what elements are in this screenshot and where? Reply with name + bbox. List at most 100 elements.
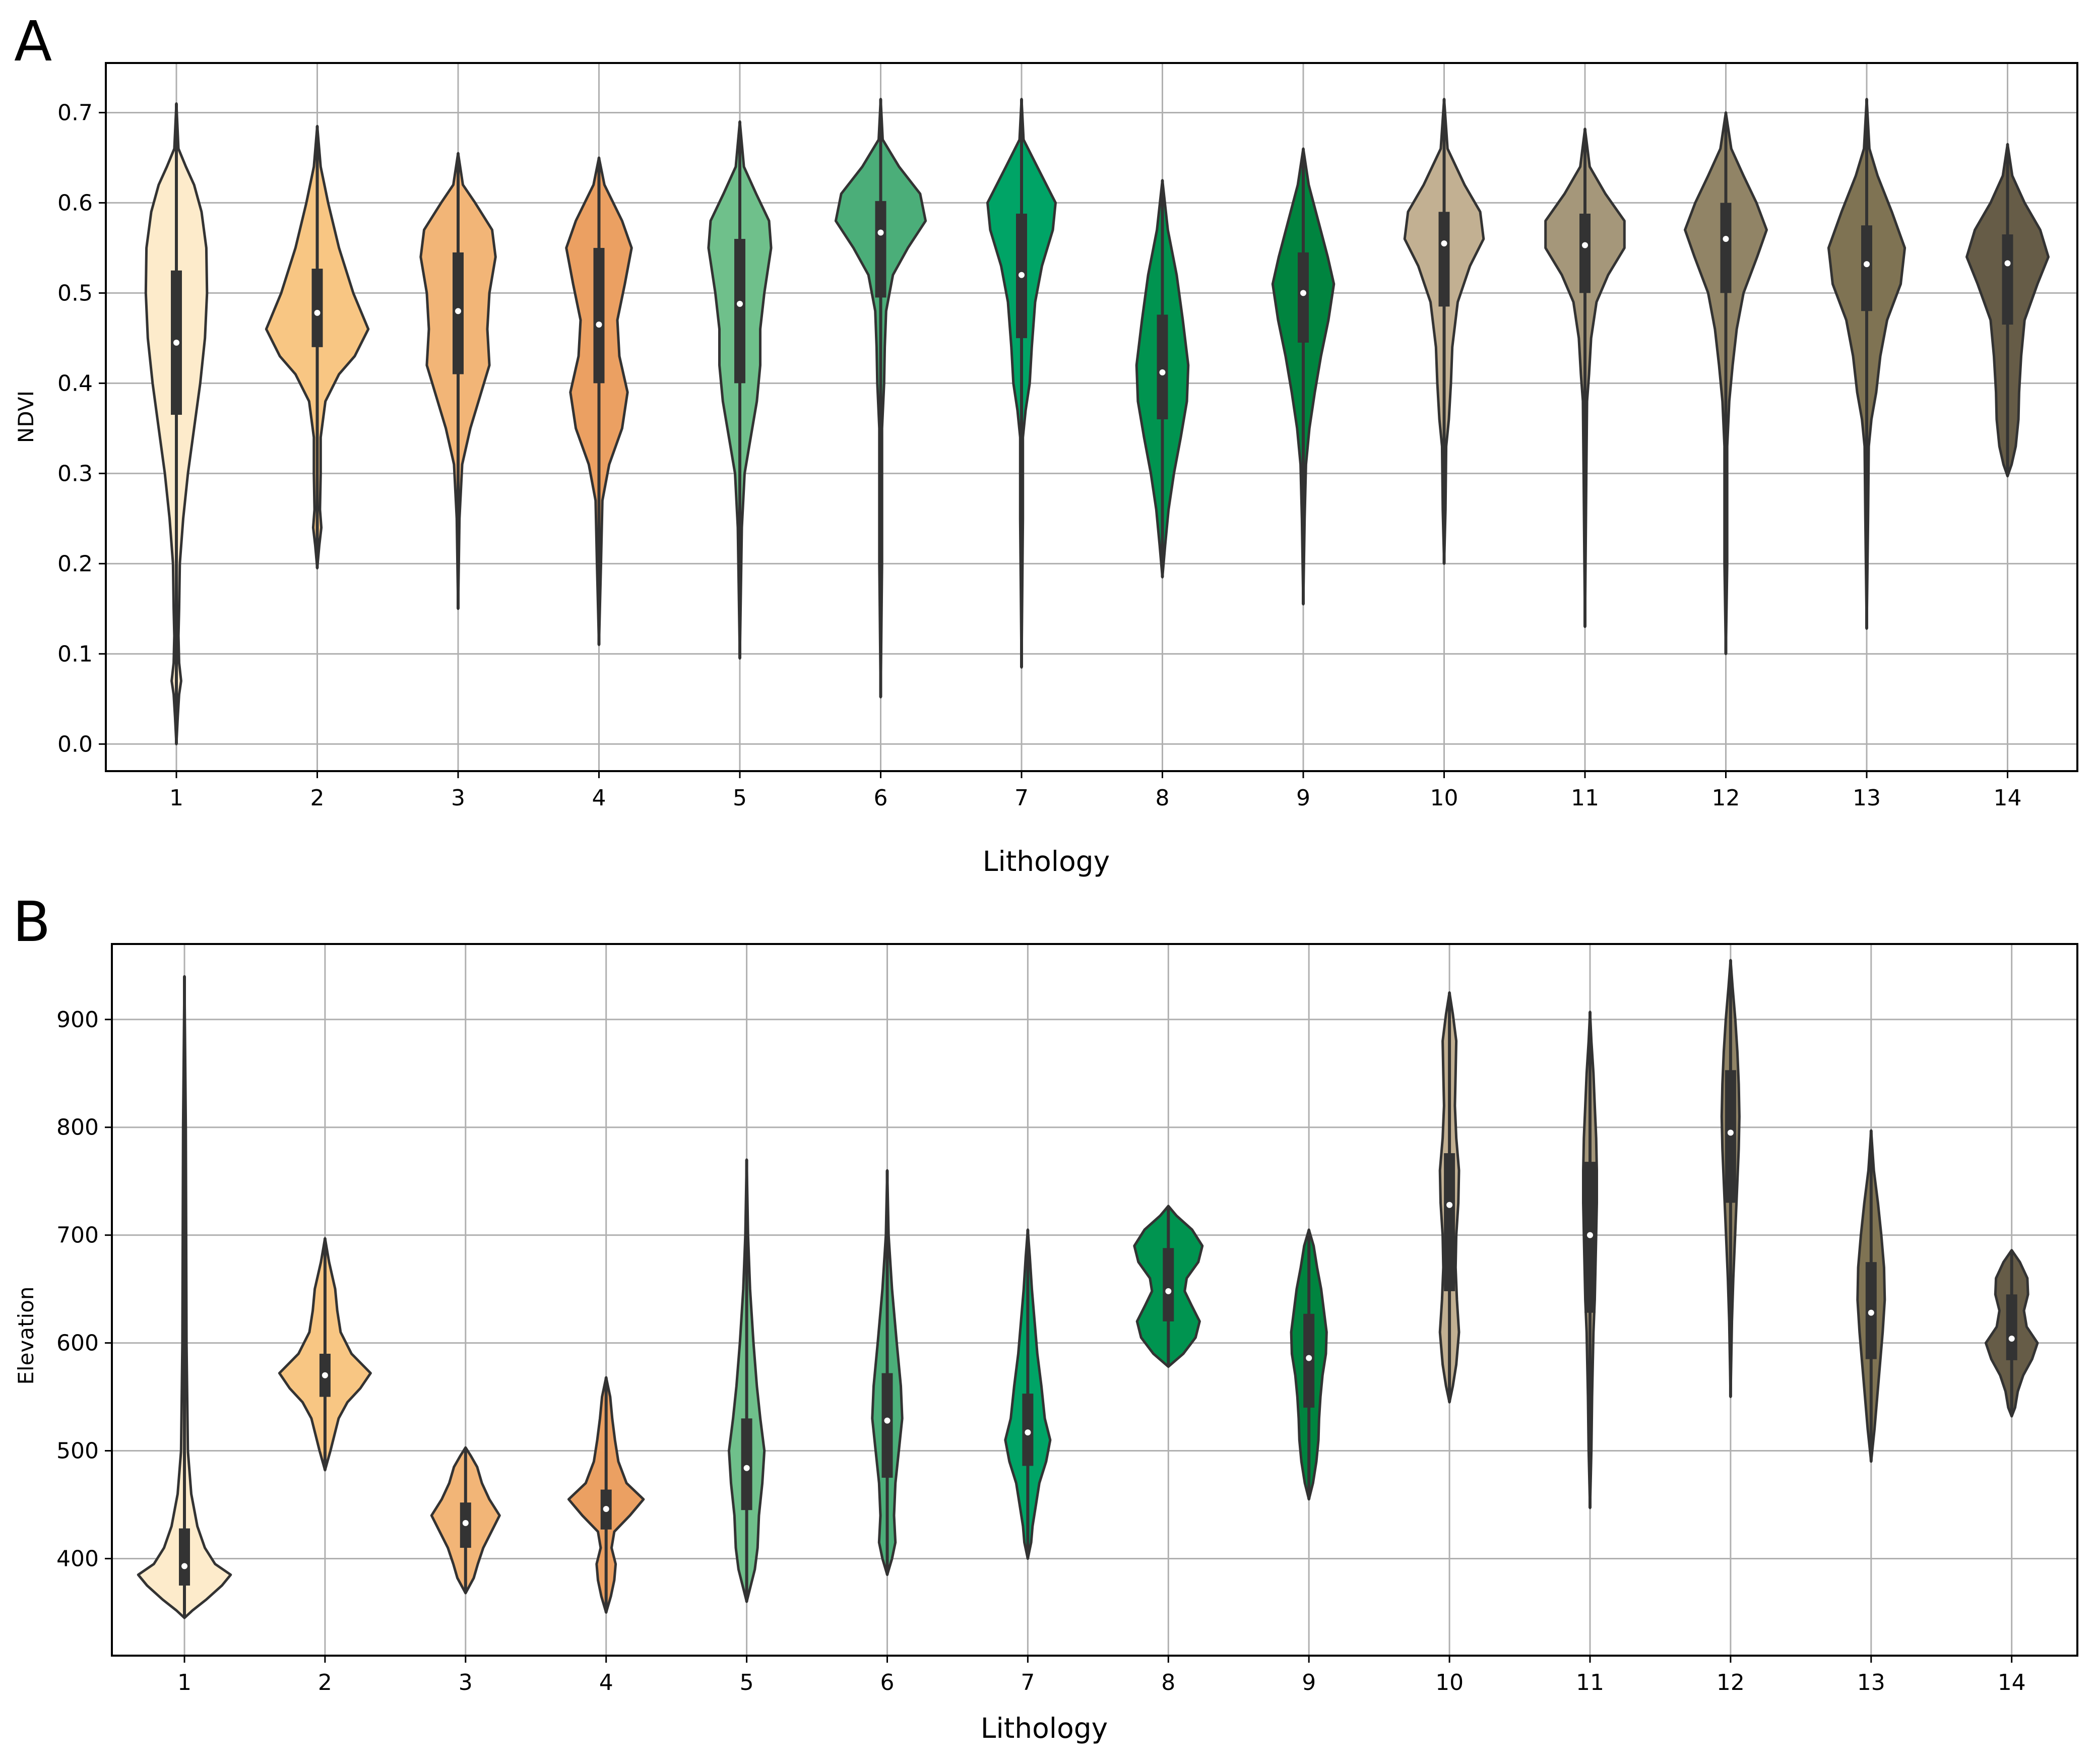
iqr-box-b-8: [1163, 1248, 1174, 1321]
iqr-box-a-6: [875, 201, 886, 298]
x-tick-label-b-5: 5: [740, 1670, 754, 1695]
median-dot-b-5: [743, 1465, 750, 1471]
iqr-box-a-11: [1579, 213, 1591, 293]
x-tick-label-a-12: 12: [1712, 785, 1740, 811]
violins-a: [144, 98, 2050, 745]
panel-b: B 1 2 3 4 5 6 7 8 9 10 11 12 13 14400500600700800900 …: [13, 890, 2078, 1744]
median-dot-a-8: [1159, 369, 1166, 375]
median-dot-b-13: [1868, 1309, 1874, 1316]
median-dot-b-4: [603, 1506, 609, 1513]
x-tick-label-a-1: 1: [169, 785, 183, 811]
median-dot-b-9: [1306, 1355, 1312, 1361]
x-tick-label-a-14: 14: [1994, 785, 2022, 811]
x-tick-label-b-1: 1: [177, 1670, 192, 1695]
median-dot-a-5: [737, 300, 743, 307]
x-axis-label-b: Lithology: [981, 1712, 1108, 1744]
y-tick-label-b-4: 800: [56, 1115, 99, 1141]
median-dot-a-10: [1441, 240, 1447, 246]
y-tick-label-a-5: 0.5: [57, 280, 93, 306]
y-axis-label-b: Elevation: [14, 1286, 38, 1384]
iqr-box-a-5: [734, 239, 745, 384]
median-dot-b-7: [1025, 1429, 1031, 1436]
x-axis-label-a: Lithology: [983, 845, 1110, 877]
median-dot-a-11: [1582, 242, 1588, 248]
iqr-box-a-9: [1298, 252, 1309, 343]
y-tick-label-b-5: 900: [56, 1007, 99, 1033]
y-tick-label-b-3: 700: [56, 1223, 99, 1248]
iqr-box-b-10: [1444, 1153, 1455, 1291]
y-tick-label-a-7: 0.7: [57, 100, 93, 125]
x-tick-label-b-2: 2: [318, 1670, 332, 1695]
median-dot-b-3: [462, 1520, 469, 1526]
axes-frame-b: [111, 943, 2078, 1657]
x-tick-label-b-4: 4: [599, 1670, 613, 1695]
y-tick-label-a-2: 0.2: [57, 551, 93, 577]
axes-frame-a: [105, 62, 2078, 772]
iqr-box-a-14: [2002, 234, 2013, 325]
x-tick-label-a-13: 13: [1853, 785, 1881, 811]
iqr-box-b-14: [2006, 1294, 2017, 1360]
median-dot-b-6: [884, 1417, 891, 1424]
median-dot-b-10: [1446, 1202, 1453, 1208]
median-dot-a-14: [2004, 260, 2011, 267]
x-tick-label-b-7: 7: [1021, 1670, 1035, 1695]
x-tick-label-a-4: 4: [592, 785, 606, 811]
x-tick-label-b-12: 12: [1717, 1670, 1745, 1695]
y-tick-label-a-3: 0.3: [57, 461, 93, 486]
plot-area-a: [106, 63, 2077, 771]
median-dot-a-1: [173, 339, 179, 346]
median-dot-b-14: [2008, 1336, 2015, 1342]
x-tick-label-b-14: 14: [1998, 1670, 2026, 1695]
x-tick-label-a-8: 8: [1156, 785, 1170, 811]
iqr-box-b-12: [1725, 1070, 1736, 1203]
iqr-box-b-5: [741, 1418, 752, 1510]
x-tick-label-b-11: 11: [1576, 1670, 1604, 1695]
iqr-box-b-6: [881, 1373, 893, 1478]
plot-area-b: [112, 944, 2077, 1656]
y-tick-label-a-1: 0.1: [57, 641, 93, 667]
median-dot-a-7: [1019, 272, 1025, 278]
median-dot-b-8: [1165, 1288, 1172, 1294]
median-dot-b-1: [181, 1563, 187, 1569]
iqr-box-a-13: [1861, 225, 1872, 311]
x-tick-label-b-10: 10: [1435, 1670, 1464, 1695]
panel-a: A 1 2 3 4 5 6 7 8 9 10 11 12 13 140.00.10.20.30.40.50…: [14, 9, 2078, 877]
x-tick-label-b-9: 9: [1302, 1670, 1316, 1695]
x-tick-label-a-9: 9: [1296, 785, 1310, 811]
median-dot-a-12: [1723, 236, 1729, 242]
y-tick-label-a-0: 0.0: [57, 731, 93, 757]
median-dot-a-2: [314, 309, 321, 316]
median-dot-b-12: [1727, 1129, 1734, 1136]
x-tick-label-a-3: 3: [451, 785, 465, 811]
median-dot-a-4: [596, 322, 602, 328]
x-tick-label-b-8: 8: [1161, 1670, 1175, 1695]
x-tick-label-b-3: 3: [459, 1670, 473, 1695]
x-tick-label-a-7: 7: [1014, 785, 1029, 811]
iqr-box-a-4: [593, 247, 605, 384]
y-axis-label-a: NDVI: [14, 391, 38, 443]
iqr-box-b-1: [179, 1528, 190, 1586]
y-tick-label-b-2: 600: [56, 1331, 99, 1356]
median-dot-a-6: [877, 229, 884, 236]
median-dot-b-11: [1587, 1232, 1593, 1238]
y-tick-label-b-0: 400: [56, 1546, 99, 1571]
x-tick-label-a-2: 2: [310, 785, 325, 811]
x-tick-label-b-6: 6: [880, 1670, 895, 1695]
median-dot-b-2: [322, 1372, 328, 1378]
y-tick-label-b-1: 500: [56, 1438, 99, 1464]
median-dot-a-3: [455, 308, 461, 314]
x-tick-label-a-10: 10: [1430, 785, 1458, 811]
x-tick-label-a-11: 11: [1571, 785, 1599, 811]
ticks-a: 1 2 3 4 5 6 7 8 9 10 11 12 13 140.00.10.20.30.40.50.6…: [57, 100, 2021, 811]
iqr-box-a-8: [1157, 314, 1168, 419]
x-tick-label-b-13: 13: [1857, 1670, 1885, 1695]
panel-label-b: B: [13, 890, 50, 954]
x-tick-label-a-6: 6: [874, 785, 888, 811]
violins-b: [137, 959, 2039, 1619]
y-tick-label-a-4: 0.4: [57, 370, 93, 396]
median-dot-a-13: [1864, 261, 1870, 268]
x-tick-label-a-5: 5: [733, 785, 747, 811]
panel-label-a: A: [14, 9, 52, 74]
